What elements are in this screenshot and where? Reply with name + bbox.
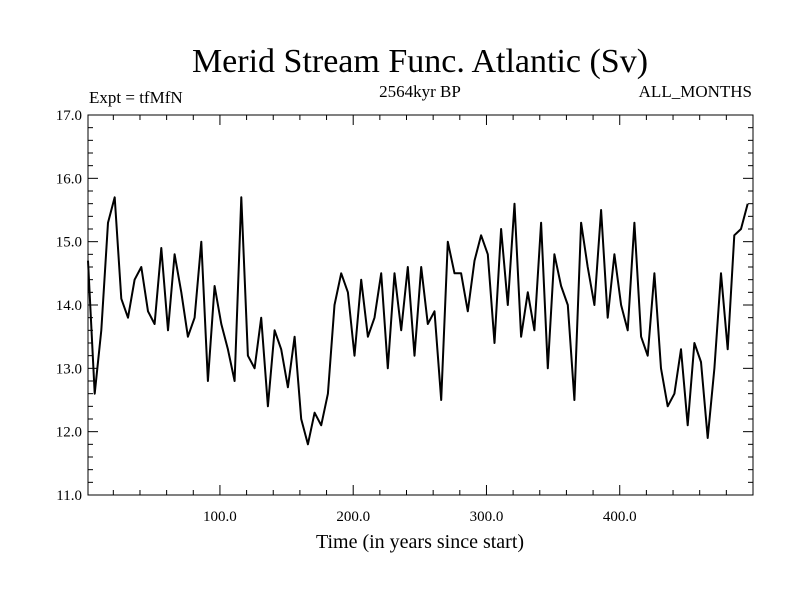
x-tick-label: 100.0 [203,509,237,525]
experiment-label: Expt = tfMfN [89,88,183,107]
y-tick-label: 13.0 [56,361,82,377]
chart-title: Merid Stream Func. Atlantic (Sv) [192,43,648,80]
y-axis: 11.0 12.0 13.0 14.0 15.0 16.0 17.0 [56,108,753,504]
data-series-line [87,196,749,446]
x-tick-label: 400.0 [603,509,637,525]
y-tick-label: 15.0 [56,235,82,251]
y-tick-label: 12.0 [56,425,82,441]
y-tick-label: 11.0 [56,488,82,504]
months-label: ALL_MONTHS [639,82,752,101]
y-tick-label: 14.0 [56,298,82,314]
x-axis-label: Time (in years since start) [316,531,524,553]
y-tick-label: 16.0 [56,171,82,187]
period-label: 2564kyr BP [379,82,461,101]
plot-frame [87,114,754,496]
x-axis: 100.0 200.0 300.0 400.0 [112,115,727,525]
y-tick-label: 17.0 [56,108,82,124]
x-tick-label: 200.0 [336,509,370,525]
x-tick-label: 300.0 [470,509,504,525]
